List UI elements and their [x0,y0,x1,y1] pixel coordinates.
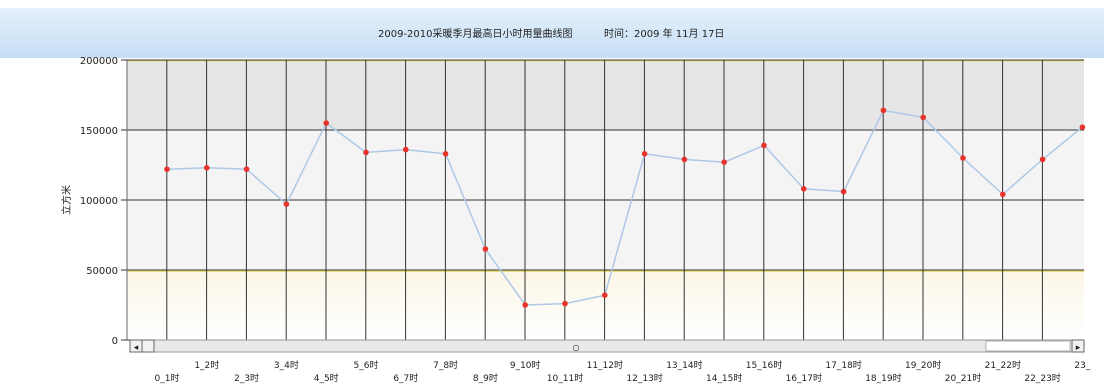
y-tick-label: 100000 [80,196,118,207]
x-tick-label: 8_9时 [473,372,498,384]
data-point [522,302,528,308]
x-tick-label: 22_23时 [1024,372,1060,384]
y-tick-label: 50000 [86,266,118,277]
header-band [0,8,1104,58]
data-point [1079,124,1086,130]
scroll-right-arrow-icon: ▸ [1076,343,1081,353]
data-point [1039,156,1046,163]
grid-lines [121,59,1084,341]
scroll-left-button[interactable]: ◂ [129,339,143,353]
x-tick-label: 10_11时 [547,372,583,384]
x-tick-label: 18_19时 [865,372,901,384]
data-point [602,292,608,299]
data-point [482,246,489,252]
scroll-center-marker-icon: ○ [573,343,580,352]
data-point [442,151,449,157]
x-tick-label: 19_20时 [905,359,941,371]
data-point [920,114,926,121]
x-tick-label: 21_22时 [985,359,1021,371]
x-tick-label: 3_4时 [274,359,299,371]
data-point [721,159,727,165]
scrollbar-track[interactable] [129,339,1085,353]
data-point [1000,191,1006,198]
data-point [283,201,290,207]
y-tick-label: 0 [112,336,118,347]
y-tick-label: 150000 [80,126,118,137]
x-tick-label: 2_3时 [234,372,259,384]
scrollbar-thumb[interactable] [985,340,1071,352]
data-point [681,156,688,163]
x-tick-label: 17_18时 [825,359,861,371]
x-tick-label: 7_8时 [433,359,458,371]
x-tick-label: 16_17时 [786,372,822,384]
plot-band-top [127,60,1084,130]
data-point [403,146,409,153]
x-axis-labels: 0_1时 1_2时 2_3时 3_4时 4_5时 5_6时 6_7时 7_8时 8_9时 9_10… [155,359,1091,384]
data-point [562,300,568,307]
data-point [801,186,807,192]
scroll-left-arrow-icon: ◂ [134,343,139,353]
series-line [166,109,1083,306]
x-tick-label: 4_5时 [314,372,339,384]
x-tick-label: 13_14时 [666,359,702,371]
x-tick-label: 1_2时 [194,359,219,371]
data-point [840,188,847,195]
x-tick-label: 5_6时 [354,359,379,371]
data-point [641,151,648,157]
data-point [363,149,369,156]
data-point [761,142,767,149]
x-tick-label: 15_16时 [746,359,782,371]
x-tick-label: 0_1时 [155,372,180,384]
x-tick-label: 12_13时 [626,372,662,384]
data-points [164,107,1086,308]
y-tick-label: 200000 [80,56,118,67]
chart-title: 2009-2010采暖季月最高日小时用量曲线图 [378,27,573,40]
data-point [164,166,170,172]
data-point [204,165,210,171]
scroll-right-button[interactable]: ▸ [1071,339,1085,353]
x-tick-label: 20_21时 [945,372,981,384]
x-tick-label: 23_ [1074,361,1090,371]
chart-date: 时间：2009 年 11月 17日 [604,27,724,40]
plot-band-bottom [127,270,1084,340]
x-tick-label: 14_15时 [706,372,742,384]
scroll-left-secondary-button[interactable] [141,339,155,353]
y-axis-label: 立方米 [60,185,73,215]
y-axis: 0 50000 100000 150000 200000 [80,56,118,347]
x-tick-label: 11_12时 [587,359,623,371]
data-point [880,107,887,114]
data-point [960,155,966,161]
x-tick-label: 9_10时 [510,359,541,371]
x-tick-label: 6_7时 [393,372,418,384]
data-point [323,120,330,126]
data-point [243,166,250,172]
x-scrollbar[interactable]: ◂ ○ ▸ [129,339,1085,353]
